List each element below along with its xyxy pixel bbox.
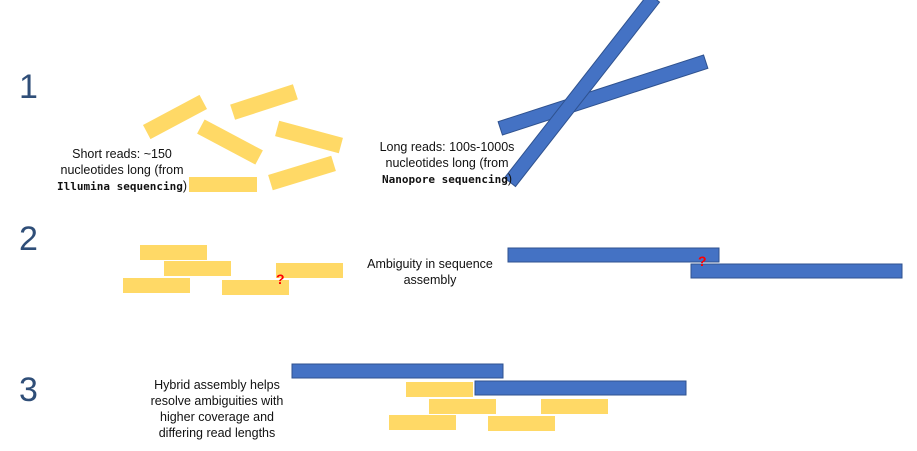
short-reads-label: Short reads: ~150 nucleotides long (from…: [42, 146, 202, 195]
short-read: [189, 177, 257, 192]
short-read: [164, 261, 231, 276]
long-reads-line1: Long reads: 100s-1000s: [379, 140, 515, 154]
ambiguity-line1: Ambiguity in sequence: [367, 257, 493, 271]
question-mark: ?: [276, 271, 285, 287]
short-reads-source: Illumina sequencing: [56, 180, 183, 193]
long-reads-source-line: Nanopore sequencing): [362, 171, 532, 188]
short-read: [276, 263, 343, 278]
long-read: [474, 380, 687, 396]
long-read: [291, 363, 504, 379]
long-reads-close: ): [507, 172, 512, 186]
long-read: [690, 263, 903, 279]
short-read: [488, 416, 555, 431]
short-read: [429, 399, 496, 414]
ambiguity-line2: assembly: [403, 273, 457, 287]
short-read: [406, 382, 473, 397]
short-read: [275, 120, 343, 154]
step1-short-reads: [142, 84, 343, 192]
step-number-3: 3: [19, 371, 38, 409]
short-reads-line2: nucleotides long (from: [60, 163, 184, 177]
short-read: [389, 415, 456, 430]
long-reads-source: Nanopore sequencing: [381, 173, 508, 186]
hybrid-line4: differing read lengths: [158, 426, 276, 440]
ambiguity-label: Ambiguity in sequence assembly: [355, 256, 505, 288]
short-read: [541, 399, 608, 414]
step-number-1: 1: [19, 68, 38, 106]
short-reads-close: ): [182, 179, 187, 193]
hybrid-line2: resolve ambiguities with: [150, 394, 284, 408]
short-reads-line1: Short reads: ~150: [72, 147, 172, 161]
question-mark: ?: [698, 253, 707, 269]
step1-long-reads: [497, 0, 709, 188]
long-read: [497, 54, 709, 136]
short-reads-source-line: Illumina sequencing): [42, 178, 202, 195]
step2-short-reads: ?: [123, 245, 343, 295]
short-read: [268, 155, 336, 191]
step-number-2: 2: [19, 220, 38, 258]
long-read: [503, 0, 661, 188]
short-read: [197, 119, 263, 165]
hybrid-line3: higher coverage and: [160, 410, 274, 424]
short-read: [230, 84, 298, 120]
hybrid-line1: Hybrid assembly helps: [154, 378, 280, 392]
short-read: [140, 245, 207, 260]
short-read: [142, 94, 208, 140]
short-read: [123, 278, 190, 293]
long-reads-line2: nucleotides long (from: [385, 156, 509, 170]
step2-long-reads: ?: [507, 247, 903, 279]
short-read: [222, 280, 289, 295]
hybrid-label: Hybrid assembly helps resolve ambiguitie…: [142, 377, 292, 441]
long-read: [507, 247, 720, 263]
step3-hybrid-reads: [291, 363, 687, 431]
long-reads-label: Long reads: 100s-1000s nucleotides long …: [362, 139, 532, 188]
